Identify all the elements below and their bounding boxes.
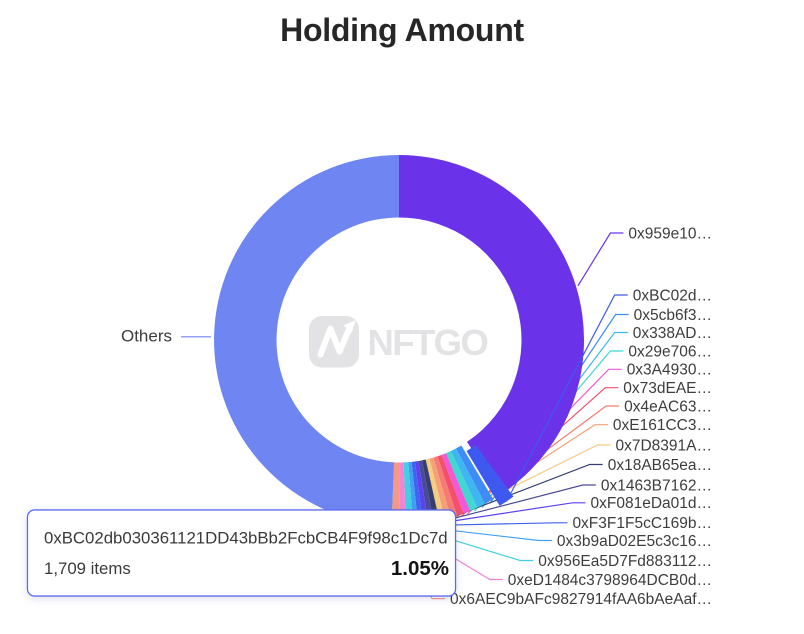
svg-text:0x3A4930…: 0x3A4930… — [627, 362, 712, 379]
svg-text:0xBC02d…: 0xBC02d… — [633, 287, 712, 304]
svg-text:0x5cb6f3…: 0x5cb6f3… — [634, 307, 712, 324]
svg-text:0x7D8391A…: 0x7D8391A… — [615, 437, 712, 454]
svg-text:Others: Others — [121, 327, 172, 346]
svg-text:0x73dEAE…: 0x73dEAE… — [623, 380, 712, 397]
svg-text:0xF081eDa01d…: 0xF081eDa01d… — [591, 495, 713, 512]
svg-text:0x338AD…: 0x338AD… — [633, 325, 712, 342]
svg-text:0x29e706…: 0x29e706… — [628, 343, 712, 360]
svg-text:0xeD1484c3798964DCB0d…: 0xeD1484c3798964DCB0d… — [508, 572, 712, 589]
svg-text:0x1463B7162…: 0x1463B7162… — [601, 477, 712, 494]
svg-text:0x3b9aD02E5c3c16…: 0x3b9aD02E5c3c16… — [557, 533, 712, 550]
svg-text:0xBC02db030361121DD43bBb2FcbCB: 0xBC02db030361121DD43bBb2FcbCB4F9f98c1Dc… — [44, 529, 448, 548]
svg-text:0xF3F1F5cC169b…: 0xF3F1F5cC169b… — [572, 515, 712, 532]
svg-text:1.05%: 1.05% — [391, 557, 449, 580]
svg-text:0x956Ea5D7Fd883112…: 0x956Ea5D7Fd883112… — [538, 553, 712, 570]
svg-text:0x18AB65ea…: 0x18AB65ea… — [608, 457, 712, 474]
svg-text:1,709 items: 1,709 items — [44, 559, 131, 578]
svg-text:0x959e10…: 0x959e10… — [628, 225, 712, 242]
svg-text:0x6AEC9bAFc9827914fAA6bAeAaf…: 0x6AEC9bAFc9827914fAA6bAeAaf… — [450, 591, 712, 608]
svg-text:0xE161CC3…: 0xE161CC3… — [613, 417, 712, 434]
svg-text:0x4eAC63…: 0x4eAC63… — [624, 398, 712, 415]
svg-text:NFTGO: NFTGO — [368, 322, 488, 363]
